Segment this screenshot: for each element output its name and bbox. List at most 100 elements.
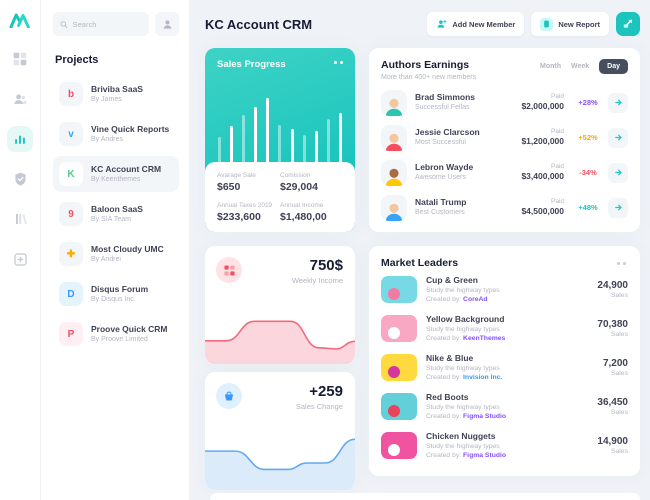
quick-launch-button[interactable] — [616, 12, 640, 36]
author-detail-button[interactable] — [608, 92, 628, 113]
market-row[interactable]: Red Boots Study the highway types Create… — [381, 388, 628, 425]
profile-button[interactable] — [155, 12, 179, 36]
product-desc: Study the highway types — [426, 326, 500, 334]
nav-analytics-button[interactable] — [7, 126, 33, 152]
person-icon — [163, 19, 171, 29]
stat-value: $1,480,00 — [280, 211, 327, 223]
area-fill — [205, 439, 355, 490]
product-thumbnail — [381, 393, 417, 420]
search-box[interactable] — [53, 12, 149, 36]
nav-users-button[interactable] — [7, 86, 33, 112]
paid-label: Paid — [550, 92, 564, 100]
tab-week[interactable]: Week — [570, 63, 590, 70]
paid-label: Paid — [550, 127, 564, 135]
project-item-briviba[interactable]: b Briviba SaaS By James — [53, 76, 179, 112]
percent-change: +28% — [578, 98, 598, 107]
weekly-income-label: Weekly Income — [291, 276, 343, 285]
creator-link[interactable]: CoreAd — [463, 296, 488, 304]
sales-progress-card: Sales Progress Avarage Sale $650 Comissi… — [205, 48, 355, 232]
sales-label: Sales — [610, 370, 628, 377]
product-thumbnail — [381, 315, 417, 342]
market-leaders-menu[interactable] — [617, 262, 626, 265]
project-item-proove[interactable]: P Proove Quick CRM By Proove Limited — [53, 316, 179, 352]
market-row[interactable]: Cup & Green Study the highway types Crea… — [381, 271, 628, 308]
creator-link[interactable]: Figma Studio — [463, 413, 507, 421]
search-input[interactable] — [72, 19, 142, 29]
nav-library-button[interactable] — [7, 206, 33, 232]
project-name: Disqus Forum — [91, 283, 149, 294]
market-row[interactable]: Chicken Nuggets Study the highway types … — [381, 427, 628, 464]
tab-month[interactable]: Month — [539, 63, 561, 70]
sales-change-label: Sales Change — [295, 402, 343, 411]
paid-label: Paid — [550, 162, 564, 170]
project-name: Vine Quick Reports — [91, 123, 170, 134]
new-report-button[interactable]: New Report — [531, 12, 609, 36]
project-item-vine[interactable]: v Vine Quick Reports By Andres — [53, 116, 179, 152]
project-item-kc-account[interactable]: K KC Account CRM By Keenthemes — [53, 156, 179, 192]
author-row[interactable]: Brad Simmons Successful Fellas Paid $2,0… — [381, 89, 628, 116]
product-desc: Study the highway types — [426, 287, 500, 295]
sales-bar — [278, 125, 282, 162]
author-row[interactable]: Natali Trump Best Customers Paid $4,500,… — [381, 194, 628, 221]
nav-dashboard-button[interactable] — [7, 46, 33, 72]
author-detail-button[interactable] — [608, 127, 628, 148]
product-desc: Study the highway types — [426, 404, 500, 412]
author-detail-button[interactable] — [608, 162, 628, 183]
product-thumbnail — [381, 432, 417, 459]
sales-bar — [218, 136, 221, 162]
app-logo[interactable] — [9, 12, 31, 29]
shield-check-icon — [14, 172, 26, 186]
product-name: Red Boots — [426, 391, 469, 402]
sales-progress-menu[interactable] — [334, 61, 343, 64]
nav-add-page-button[interactable] — [7, 246, 33, 272]
stat-label: Annual Income — [280, 202, 324, 209]
paid-amount: $4,500,000 — [521, 206, 564, 217]
project-author: By Proove Limited — [91, 335, 148, 343]
market-row[interactable]: Yellow Background Study the highway type… — [381, 310, 628, 347]
trend-arrow-icon — [623, 19, 633, 28]
project-item-disqus[interactable]: D Disqus Forum By Disqus Inc. — [53, 276, 179, 312]
author-detail-button[interactable] — [608, 197, 628, 218]
add-member-label: Add New Member — [452, 19, 516, 29]
creator-link[interactable]: Figma Studio — [463, 452, 507, 460]
author-row[interactable]: Lebron Wayde Awesome Users Paid $3,400,0… — [381, 159, 628, 186]
project-logo: P — [59, 322, 83, 346]
product-created: Created by: KeenThemes — [426, 335, 506, 343]
paid-label: Paid — [550, 197, 564, 205]
sales-label: Sales — [610, 292, 628, 299]
add-new-member-button[interactable]: Add New Member — [427, 12, 525, 36]
nav-security-button[interactable] — [7, 166, 33, 192]
market-row[interactable]: Nike & Blue Study the highway types Crea… — [381, 349, 628, 386]
paid-amount: $1,200,000 — [521, 136, 564, 147]
percent-change: +48% — [578, 203, 598, 212]
stat-label: Annual Taxes 2019 — [217, 202, 273, 209]
author-group: Best Customers — [415, 209, 465, 217]
creator-link[interactable]: KeenThemes — [463, 335, 506, 343]
new-report-icon — [540, 17, 554, 31]
project-logo: K — [59, 162, 83, 186]
product-thumbnail — [381, 276, 417, 303]
sales-value: 14,900 — [597, 436, 628, 447]
sales-label: Sales — [610, 331, 628, 338]
product-created: Created by: Invision Inc. — [426, 374, 503, 382]
author-row[interactable]: Jessie Clarcson Most Successful Paid $1,… — [381, 124, 628, 151]
arrow-right-icon — [614, 99, 622, 106]
tab-day[interactable]: Day — [599, 59, 628, 74]
new-report-label: New Report — [558, 19, 600, 29]
authors-earnings-subtitle: More than 400+ new members — [381, 74, 477, 81]
project-name: Most Cloudy UMC — [91, 243, 164, 254]
sales-bar — [266, 98, 270, 162]
sales-change-card: +259 Sales Change — [205, 372, 355, 490]
sales-bar — [254, 107, 258, 162]
project-item-baloon[interactable]: 9 Baloon SaaS By SIA Team — [53, 196, 179, 232]
creator-link[interactable]: Invision Inc. — [463, 374, 503, 382]
weekly-income-card: 750$ Weekly Income — [205, 246, 355, 364]
weekly-income-icon — [216, 257, 242, 283]
project-author: By SIA Team — [91, 215, 131, 223]
project-author: By James — [91, 95, 122, 103]
project-item-most-cloudy[interactable]: ✚ Most Cloudy UMC By Andrei — [53, 236, 179, 272]
main-content: KC Account CRM Add New Member New Report — [190, 0, 650, 500]
sales-label: Sales — [610, 409, 628, 416]
sales-stats: Avarage Sale $650 Comission $29,004 Annu… — [205, 162, 355, 232]
